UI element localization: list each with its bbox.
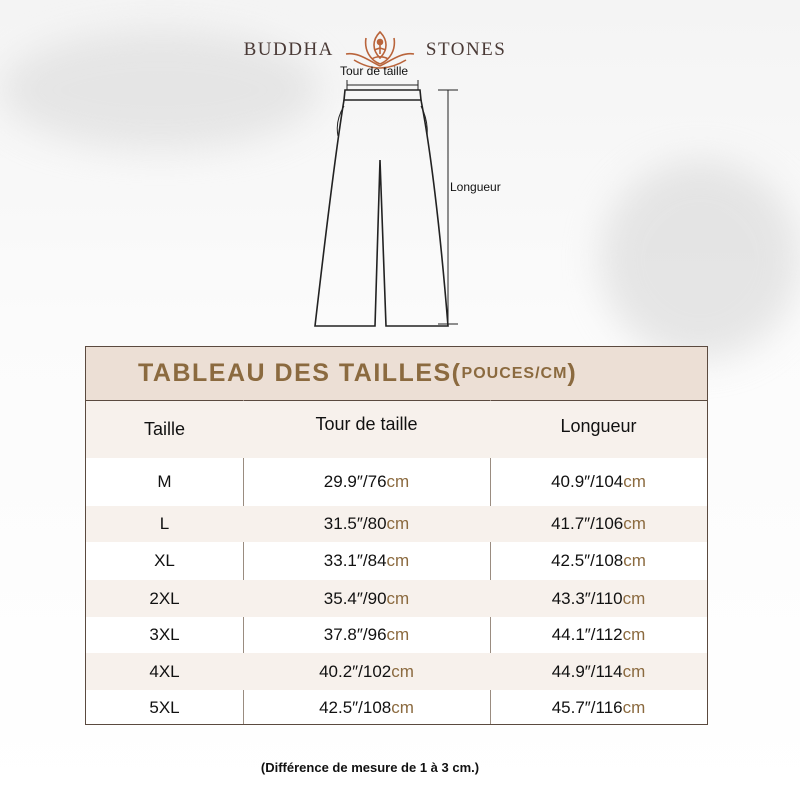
length-cell-value: 44.9″/114 bbox=[551, 661, 623, 681]
pants-diagram bbox=[314, 80, 458, 327]
length-cell-value: 41.7″/106 bbox=[551, 514, 624, 533]
size-cell: 2XL bbox=[86, 589, 243, 609]
table-row: 5XL 42.5″/108cm 45.7″/116cm bbox=[86, 690, 707, 725]
unit-cm: cm bbox=[622, 661, 646, 681]
column-divider bbox=[243, 400, 244, 724]
unit-cm: cm bbox=[622, 697, 646, 717]
table-title-close: ) bbox=[567, 359, 578, 387]
waist-cell-value: 33.1″/84 bbox=[323, 551, 387, 570]
table-title-text: TABLEAU DES TAILLES( bbox=[138, 359, 462, 387]
size-chart-table: TABLEAU DES TAILLES(POUCES/CM) Taille To… bbox=[85, 346, 708, 725]
unit-cm: cm bbox=[622, 588, 646, 608]
size-cell-value: L bbox=[159, 514, 170, 533]
length-cell-value: 44.1″/112 bbox=[551, 625, 623, 644]
waist-cell: 40.2″/102cm bbox=[243, 662, 490, 682]
table-row: 3XL 37.8″/96cm 44.1″/112cm bbox=[86, 617, 707, 653]
table-row: 4XL 40.2″/102cm 44.9″/114cm bbox=[86, 653, 707, 690]
column-divider bbox=[490, 400, 491, 724]
waist-cell-value: 37.8″/96 bbox=[323, 625, 387, 644]
waist-cell-value: 40.2″/102 bbox=[319, 661, 392, 681]
waist-cell: 35.4″/90cm bbox=[243, 589, 490, 609]
size-cell-value: 3XL bbox=[149, 625, 180, 644]
size-cell-value: 5XL bbox=[149, 697, 180, 717]
header-waist: Tour de taille bbox=[315, 414, 418, 434]
waist-cell: 37.8″/96cm bbox=[243, 625, 490, 645]
size-cell: 3XL bbox=[86, 625, 243, 645]
waist-cell: 33.1″/84cm bbox=[243, 551, 490, 571]
size-cell: 4XL bbox=[86, 662, 243, 682]
header-row: Taille Tour de taille Longueur bbox=[86, 401, 707, 458]
unit-cm: cm bbox=[622, 625, 646, 644]
size-cell: 5XL bbox=[86, 698, 243, 718]
table-row: XL 33.1″/84cm 42.5″/108cm bbox=[86, 542, 707, 580]
brand-logo: BUDDHA STONES bbox=[0, 28, 750, 72]
measurement-note: (Différence de mesure de 1 à 3 cm.) bbox=[260, 760, 480, 775]
table-row: M 29.9″/76cm 40.9″/104cm bbox=[86, 458, 707, 506]
unit-cm: cm bbox=[386, 472, 410, 491]
waist-cell: 42.5″/108cm bbox=[243, 698, 490, 718]
size-cell-value: 4XL bbox=[149, 661, 180, 681]
length-label: Longueur bbox=[450, 180, 501, 194]
table-row: 2XL 35.4″/90cm 43.3″/110cm bbox=[86, 580, 707, 617]
brand-left: BUDDHA bbox=[243, 39, 334, 60]
length-cell: 42.5″/108cm bbox=[490, 551, 707, 571]
waist-cell-value: 42.5″/108 bbox=[319, 697, 392, 717]
length-cell-value: 43.3″/110 bbox=[551, 588, 623, 608]
brand-right: STONES bbox=[425, 39, 507, 60]
unit-cm: cm bbox=[391, 661, 414, 681]
size-cell: M bbox=[86, 472, 243, 492]
size-cell-value: 2XL bbox=[149, 588, 180, 608]
waist-cell-value: 35.4″/90 bbox=[323, 588, 387, 608]
unit-cm: cm bbox=[386, 625, 410, 644]
unit-cm: cm bbox=[386, 551, 410, 570]
length-cell: 41.7″/106cm bbox=[490, 514, 707, 534]
size-cell-value: XL bbox=[154, 551, 175, 570]
unit-cm: cm bbox=[623, 514, 646, 533]
unit-cm: cm bbox=[386, 588, 410, 608]
size-cell: L bbox=[86, 514, 243, 534]
length-cell-value: 40.9″/104 bbox=[551, 472, 624, 491]
table-body: M 29.9″/76cm 40.9″/104cm L 31.5″/80cm 41.7″/1… bbox=[86, 458, 707, 725]
length-cell: 44.1″/112cm bbox=[490, 625, 707, 645]
table-title-units: POUCES/CM bbox=[461, 364, 568, 382]
unit-cm: cm bbox=[623, 551, 646, 570]
lotus-meditation-icon bbox=[345, 30, 415, 69]
waist-cell: 31.5″/80cm bbox=[243, 514, 490, 534]
length-cell: 43.3″/110cm bbox=[490, 589, 707, 609]
size-cell: XL bbox=[86, 551, 243, 571]
length-cell-value: 45.7″/116 bbox=[551, 697, 623, 717]
length-cell: 45.7″/116cm bbox=[490, 698, 707, 718]
mountain-mist bbox=[600, 160, 800, 360]
length-cell: 44.9″/114cm bbox=[490, 662, 707, 682]
table-row: L 31.5″/80cm 41.7″/106cm bbox=[86, 506, 707, 542]
header-length: Longueur bbox=[560, 416, 637, 436]
waist-label: Tour de taille bbox=[340, 64, 409, 78]
length-cell: 40.9″/104cm bbox=[490, 472, 707, 492]
unit-cm: cm bbox=[386, 514, 410, 533]
waist-cell-value: 31.5″/80 bbox=[323, 514, 387, 533]
header-size: Taille bbox=[143, 419, 186, 439]
table-title: TABLEAU DES TAILLES(POUCES/CM) bbox=[86, 347, 707, 401]
waist-cell-value: 29.9″/76 bbox=[323, 472, 387, 491]
unit-cm: cm bbox=[391, 697, 414, 717]
length-cell-value: 42.5″/108 bbox=[551, 551, 624, 570]
size-cell-value: M bbox=[157, 472, 172, 491]
mountain-mist bbox=[0, 30, 320, 150]
unit-cm: cm bbox=[623, 472, 646, 491]
waist-cell: 29.9″/76cm bbox=[243, 472, 490, 492]
